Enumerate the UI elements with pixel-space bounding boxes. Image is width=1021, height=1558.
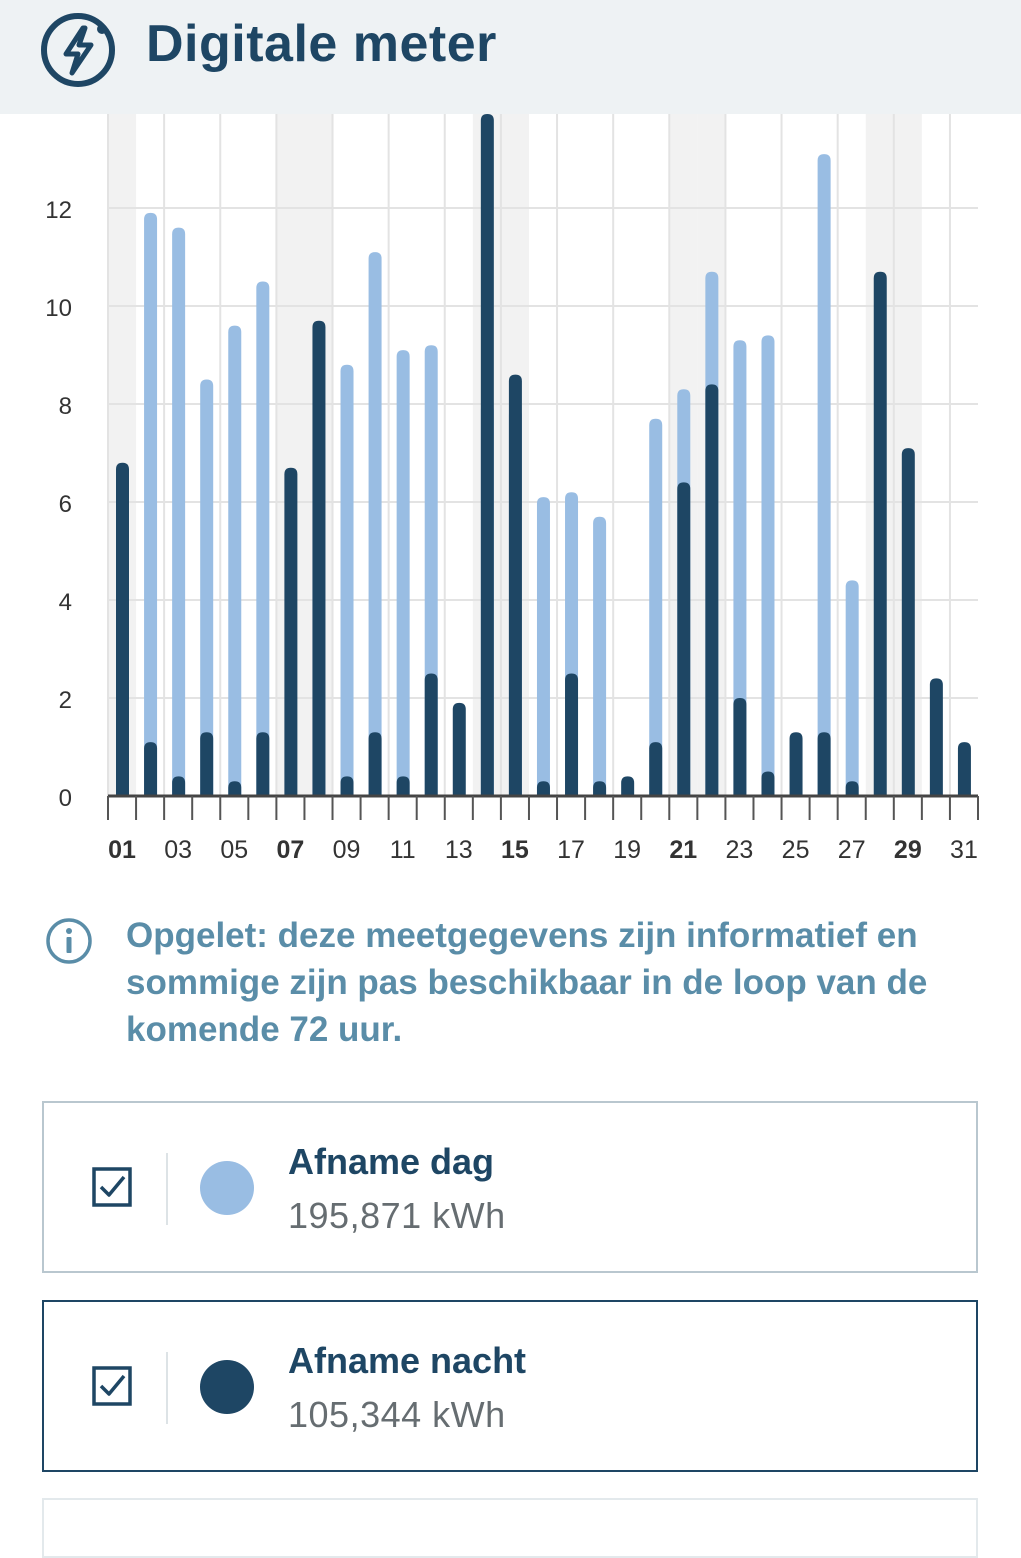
app-header: Digitale meter [0,0,1021,114]
bar-afname-nacht [845,781,859,796]
y-tick-label: 4 [59,589,72,616]
series-label: Afname nacht [288,1340,527,1381]
checkbox-checked-icon[interactable] [92,1167,132,1207]
y-tick-label: 8 [59,393,72,420]
bar-afname-dag [396,350,410,796]
x-tick-label: 23 [726,836,754,864]
x-tick-label: 19 [613,836,641,864]
bar-afname-nacht [957,742,971,796]
bar-afname-nacht [621,776,635,796]
x-tick-label: 13 [445,836,473,864]
series-color-swatch [200,1360,254,1414]
checkbox-checked-icon[interactable] [92,1366,132,1406]
x-tick-label: 29 [894,836,922,864]
x-tick-label: 07 [277,836,305,864]
bar-afname-dag [228,325,242,796]
bar-afname-nacht [340,776,354,796]
x-tick-label: 17 [557,836,585,864]
bar-afname-nacht [929,678,943,796]
legend-card-afname-dag[interactable]: Afname dag 195,871 kWh [42,1101,978,1273]
bar-afname-dag [733,340,747,796]
y-tick-label: 6 [59,491,72,518]
bar-afname-nacht [817,732,831,796]
x-tick-label: 27 [838,836,866,864]
bar-afname-nacht [452,702,466,796]
lightning-bolt-icon [41,13,115,87]
x-tick-label: 01 [108,836,136,864]
y-tick-label: 0 [59,785,72,812]
bar-afname-dag [817,154,831,797]
bar-afname-dag [536,497,550,796]
bar-afname-nacht [508,374,522,796]
bar-afname-dag [340,364,354,796]
bar-afname-dag [761,335,775,796]
bar-afname-dag [368,252,382,797]
x-tick-label: 31 [950,836,978,864]
bar-afname-nacht [789,732,803,796]
bar-afname-nacht [228,781,242,796]
page-title: Digitale meter [146,15,497,73]
bar-afname-dag [593,516,607,796]
bar-afname-nacht [396,776,410,796]
bar-afname-nacht [256,732,270,796]
consumption-chart: 0 2 4 6 8 10 12 01 03 05 07 09 11 13 15 17 19 21 23 25 27 29 3… [0,114,1021,874]
bar-afname-dag [172,227,186,797]
x-tick-label: 05 [220,836,248,864]
bar-afname-nacht [116,462,129,796]
bar-afname-nacht [172,776,186,796]
series-total: 105,344 kWh [288,1394,506,1435]
bar-afname-dag [649,418,663,796]
legend-card-partial[interactable] [42,1498,978,1558]
x-tick-label: 15 [501,836,529,864]
bar-afname-dag [256,281,270,796]
y-tick-label: 10 [45,295,72,322]
bar-afname-nacht [424,673,438,796]
bar-afname-nacht [677,482,691,796]
series-total: 195,871 kWh [288,1195,506,1236]
bar-afname-nacht [733,698,747,796]
x-tick-label: 03 [164,836,192,864]
info-icon [46,918,92,964]
divider [166,1153,168,1225]
bar-afname-dag [144,212,158,796]
notice-text: Opgelet: deze meetgegevens zijn informat… [126,916,928,1049]
series-label: Afname dag [288,1141,495,1182]
series-color-swatch [200,1161,254,1215]
y-tick-label: 12 [45,197,72,224]
x-tick-label: 11 [390,836,416,864]
bar-afname-nacht [144,742,158,796]
x-tick-label: 25 [782,836,810,864]
bar-afname-dag [200,379,214,796]
bar-afname-nacht [705,384,719,796]
bar-afname-nacht [649,742,663,796]
bar-afname-nacht [593,781,607,796]
legend-card-afname-nacht[interactable]: Afname nacht 105,344 kWh [42,1300,978,1472]
bar-afname-nacht [901,448,915,796]
x-tick-label: 21 [669,836,697,864]
bar-afname-nacht [565,673,579,796]
y-tick-label: 2 [59,687,72,714]
bar-afname-dag [845,580,859,796]
bar-afname-nacht [284,467,298,796]
bar-afname-nacht [200,732,214,796]
bar-afname-nacht [536,781,550,796]
divider [166,1352,168,1424]
bar-afname-nacht [312,320,326,796]
bar-afname-nacht [873,271,887,796]
bar-afname-nacht [368,732,382,796]
bar-afname-nacht [480,114,494,796]
bar-chart: 0 2 4 6 8 10 12 01 03 05 07 09 11 13 15 17 19 21 23 25 27 29 3… [45,114,979,864]
x-tick-label: 09 [333,836,361,864]
bar-afname-nacht [761,771,775,796]
